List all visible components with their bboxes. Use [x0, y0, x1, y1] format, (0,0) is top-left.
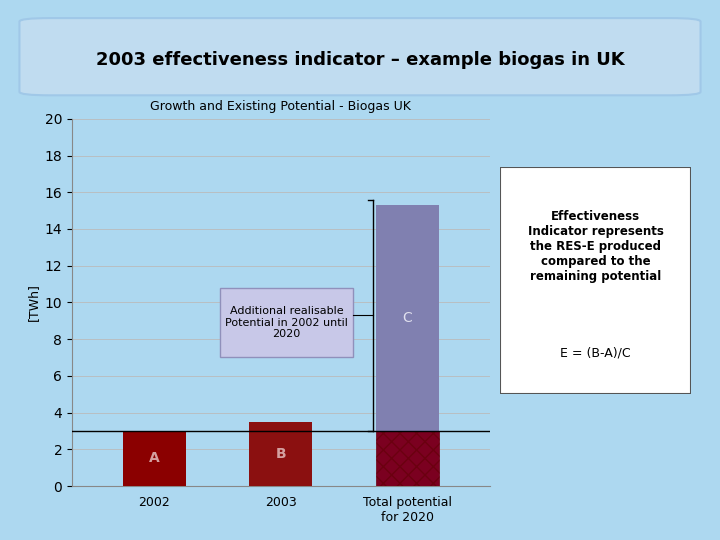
FancyBboxPatch shape — [220, 288, 353, 357]
Bar — [249, 422, 312, 486]
Text: Additional realisable
Potential in 2002 until
2020: Additional realisable Potential in 2002 … — [225, 306, 348, 339]
Text: B: B — [276, 447, 286, 461]
Text: C: C — [402, 311, 413, 325]
Text: E = (B-A)/C: E = (B-A)/C — [560, 347, 631, 360]
Title: Growth and Existing Potential - Biogas UK: Growth and Existing Potential - Biogas U… — [150, 100, 411, 113]
Bar — [376, 431, 439, 486]
Bar — [122, 431, 186, 486]
FancyBboxPatch shape — [19, 18, 701, 95]
Bar — [376, 205, 439, 431]
Text: A: A — [149, 451, 160, 465]
Y-axis label: [TWh]: [TWh] — [27, 284, 40, 321]
Text: Effectiveness
Indicator represents
the RES-E produced
compared to the
remaining : Effectiveness Indicator represents the R… — [528, 210, 664, 284]
FancyBboxPatch shape — [500, 167, 691, 394]
Text: 2003 effectiveness indicator – example biogas in UK: 2003 effectiveness indicator – example b… — [96, 51, 624, 69]
